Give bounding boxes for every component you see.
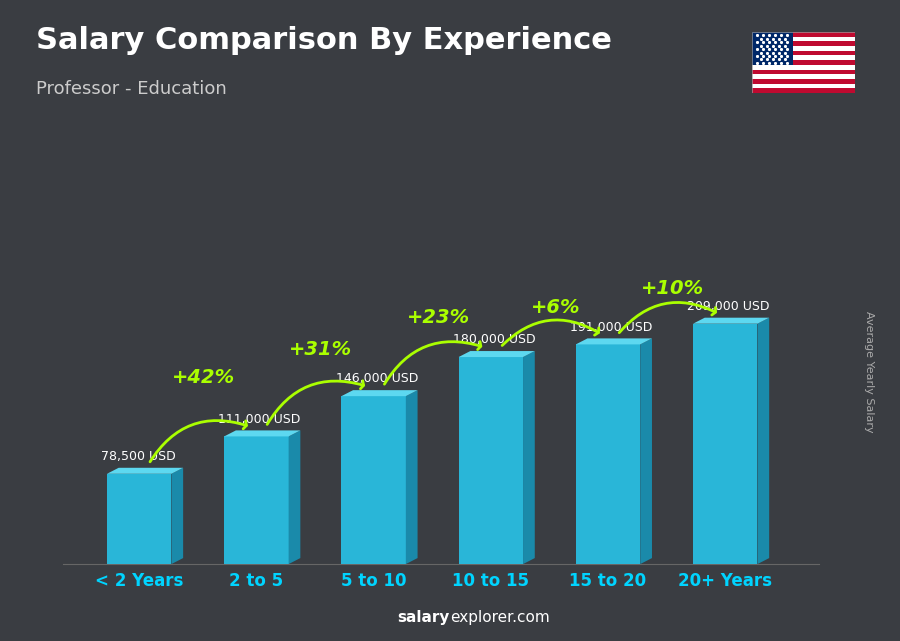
Bar	[752, 65, 855, 69]
Polygon shape	[171, 468, 183, 564]
Bar	[752, 56, 855, 60]
Text: 111,000 USD: 111,000 USD	[219, 413, 301, 426]
Bar	[752, 51, 855, 56]
Text: 191,000 USD: 191,000 USD	[570, 320, 652, 333]
Text: 209,000 USD: 209,000 USD	[687, 300, 770, 313]
Bar	[752, 79, 855, 83]
Polygon shape	[107, 468, 183, 474]
Polygon shape	[523, 351, 535, 564]
Text: 180,000 USD: 180,000 USD	[453, 333, 536, 346]
Bar	[752, 88, 855, 93]
FancyBboxPatch shape	[693, 324, 758, 564]
Text: +6%: +6%	[530, 298, 580, 317]
Polygon shape	[406, 390, 418, 564]
Bar	[752, 83, 855, 88]
Bar	[752, 42, 855, 46]
FancyBboxPatch shape	[576, 344, 640, 564]
Polygon shape	[289, 430, 301, 564]
Polygon shape	[459, 351, 535, 357]
Text: Salary Comparison By Experience: Salary Comparison By Experience	[36, 26, 612, 54]
Text: 78,500 USD: 78,500 USD	[101, 450, 176, 463]
Bar	[752, 60, 855, 65]
Text: 146,000 USD: 146,000 USD	[336, 372, 418, 385]
Bar	[752, 37, 855, 42]
Polygon shape	[693, 318, 770, 324]
Bar	[752, 69, 855, 74]
Text: Professor - Education: Professor - Education	[36, 80, 227, 98]
Bar	[752, 46, 855, 51]
Bar	[752, 32, 855, 37]
Polygon shape	[576, 338, 652, 344]
FancyBboxPatch shape	[224, 437, 289, 564]
Text: salary: salary	[398, 610, 450, 625]
Bar	[752, 74, 855, 79]
Text: explorer.com: explorer.com	[450, 610, 550, 625]
FancyBboxPatch shape	[107, 474, 171, 564]
Polygon shape	[758, 318, 770, 564]
Polygon shape	[224, 430, 301, 437]
FancyBboxPatch shape	[341, 396, 406, 564]
FancyBboxPatch shape	[459, 357, 523, 564]
Text: +31%: +31%	[289, 340, 353, 359]
Text: +23%: +23%	[407, 308, 470, 327]
Polygon shape	[341, 390, 418, 396]
Polygon shape	[640, 338, 652, 564]
Text: +42%: +42%	[172, 368, 235, 387]
Text: +10%: +10%	[641, 279, 704, 299]
Bar	[752, 32, 793, 65]
Text: Average Yearly Salary: Average Yearly Salary	[863, 311, 874, 433]
